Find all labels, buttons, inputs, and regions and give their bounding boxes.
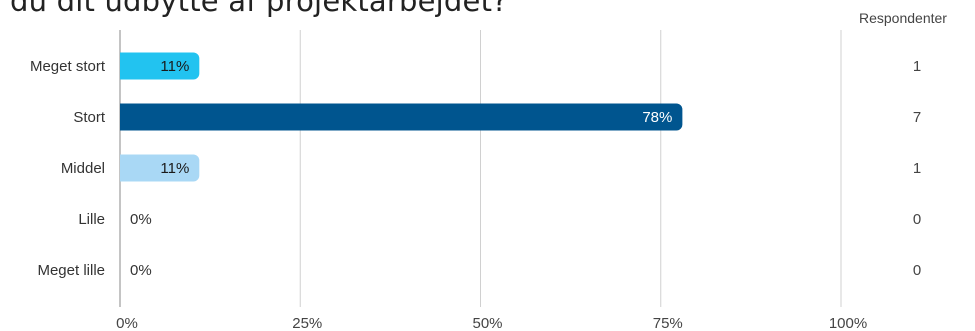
respondent-count: 1 [913, 160, 921, 177]
bar-left-edge [120, 103, 128, 131]
category-label: Lille [78, 211, 105, 228]
data-label: 11% [160, 58, 189, 75]
x-tick-label: 25% [292, 315, 322, 331]
respondent-count: 0 [913, 262, 921, 279]
bar [120, 52, 200, 80]
category-label: Meget lille [37, 262, 105, 279]
x-tick-label: 100% [829, 315, 867, 331]
bar [120, 154, 200, 182]
category-label: Middel [61, 160, 105, 177]
data-label: 0% [130, 262, 152, 279]
respondent-count: 0 [913, 211, 921, 228]
grid-layer [119, 30, 842, 307]
category-label: Stort [73, 109, 106, 126]
x-tick-label: 75% [653, 315, 683, 331]
data-label: 0% [130, 211, 152, 228]
x-tick-label: 0% [116, 315, 138, 331]
bar-left-edge [120, 52, 128, 80]
bar-left-edge [120, 154, 128, 182]
respondent-count: 1 [913, 58, 921, 75]
data-label: 78% [642, 109, 672, 126]
category-label: Meget stort [30, 58, 106, 75]
bar [120, 103, 683, 131]
respondent-count: 7 [913, 109, 921, 126]
data-label: 11% [160, 160, 189, 177]
bars-layer [120, 52, 683, 182]
chart-title: du dit udbytte af projektarbejdet? [10, 0, 508, 18]
x-tick-label: 50% [472, 315, 502, 331]
respondents-header: Respondenter [859, 10, 947, 26]
